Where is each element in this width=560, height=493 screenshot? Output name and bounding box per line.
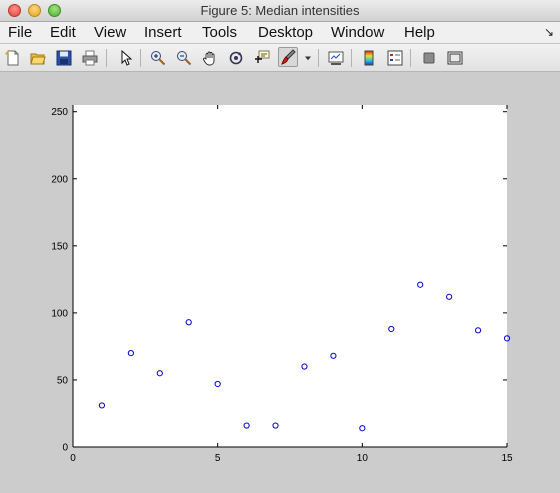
open-file-icon[interactable] [29, 49, 47, 67]
dropdown-arrow-icon[interactable] [302, 49, 314, 67]
y-tick-label: 50 [57, 375, 69, 386]
toolbar-separator [140, 49, 141, 67]
show-plot-tools-icon[interactable] [446, 49, 464, 67]
data-point[interactable] [503, 335, 511, 342]
menu-tools[interactable]: Tools [202, 24, 238, 41]
pan-hand-icon[interactable] [201, 49, 219, 67]
hide-plot-tools-icon[interactable] [420, 49, 438, 67]
toolbar-separator [318, 49, 319, 67]
dock-arrow-icon[interactable]: ↘ [543, 25, 554, 39]
data-point[interactable] [156, 370, 163, 377]
zoom-out-icon[interactable] [175, 49, 193, 67]
window-title: Figure 5: Median intensities [200, 3, 360, 18]
link-plot-icon[interactable] [327, 49, 345, 67]
y-tick-label: 250 [51, 107, 68, 118]
rotate-3d-icon[interactable] [227, 49, 245, 67]
data-point[interactable] [474, 327, 482, 334]
toolbar [0, 44, 560, 72]
data-point[interactable] [301, 363, 308, 370]
zoom-window-button[interactable] [48, 4, 61, 17]
y-tick-label: 100 [51, 308, 68, 319]
toolbar-separator [410, 49, 411, 67]
y-tick-label: 0 [62, 443, 68, 454]
menu-file[interactable]: File [8, 24, 33, 41]
data-point[interactable] [388, 325, 395, 333]
x-tick-label: 5 [215, 453, 221, 464]
data-cursor-icon[interactable] [253, 49, 271, 67]
toolbar-separator [351, 49, 352, 67]
figure-canvas: 0 5 10 15 0 50 100 150 200 250 [0, 72, 560, 493]
y-tick-label: 200 [51, 174, 68, 185]
menu-help[interactable]: Help [404, 24, 435, 41]
data-point[interactable] [272, 422, 279, 429]
menu-bar: File Edit View Insert Tools Desktop Wind… [0, 22, 560, 44]
close-window-button[interactable] [8, 4, 21, 17]
data-point[interactable] [214, 380, 221, 388]
data-point[interactable] [359, 425, 366, 432]
brush-icon[interactable] [278, 47, 298, 67]
data-point[interactable] [185, 319, 192, 326]
menu-window[interactable]: Window [331, 24, 385, 41]
x-tick-label: 15 [501, 453, 513, 464]
new-figure-icon[interactable] [4, 49, 22, 67]
title-bar: Figure 5: Median intensities [0, 0, 560, 22]
x-tick-label: 0 [70, 453, 76, 464]
menu-edit[interactable]: Edit [50, 24, 76, 41]
y-tick-label: 150 [51, 241, 68, 252]
menu-insert[interactable]: Insert [144, 24, 182, 41]
data-point[interactable] [330, 352, 337, 359]
data-point[interactable] [98, 402, 106, 409]
legend-icon[interactable] [386, 49, 404, 67]
save-icon[interactable] [55, 49, 73, 67]
toolbar-separator [106, 49, 107, 67]
pointer-icon[interactable] [117, 49, 135, 67]
data-point[interactable] [417, 281, 424, 288]
print-icon[interactable] [81, 49, 99, 67]
data-point[interactable] [243, 422, 250, 429]
menu-desktop[interactable]: Desktop [258, 24, 314, 41]
menu-view[interactable]: View [94, 24, 127, 41]
colorbar-icon[interactable] [360, 49, 378, 67]
minimize-window-button[interactable] [28, 4, 41, 17]
data-point[interactable] [446, 293, 453, 300]
x-tick-label: 10 [357, 453, 369, 464]
axes-background[interactable] [73, 105, 507, 447]
zoom-in-icon[interactable] [149, 49, 167, 67]
data-point[interactable] [127, 350, 134, 357]
